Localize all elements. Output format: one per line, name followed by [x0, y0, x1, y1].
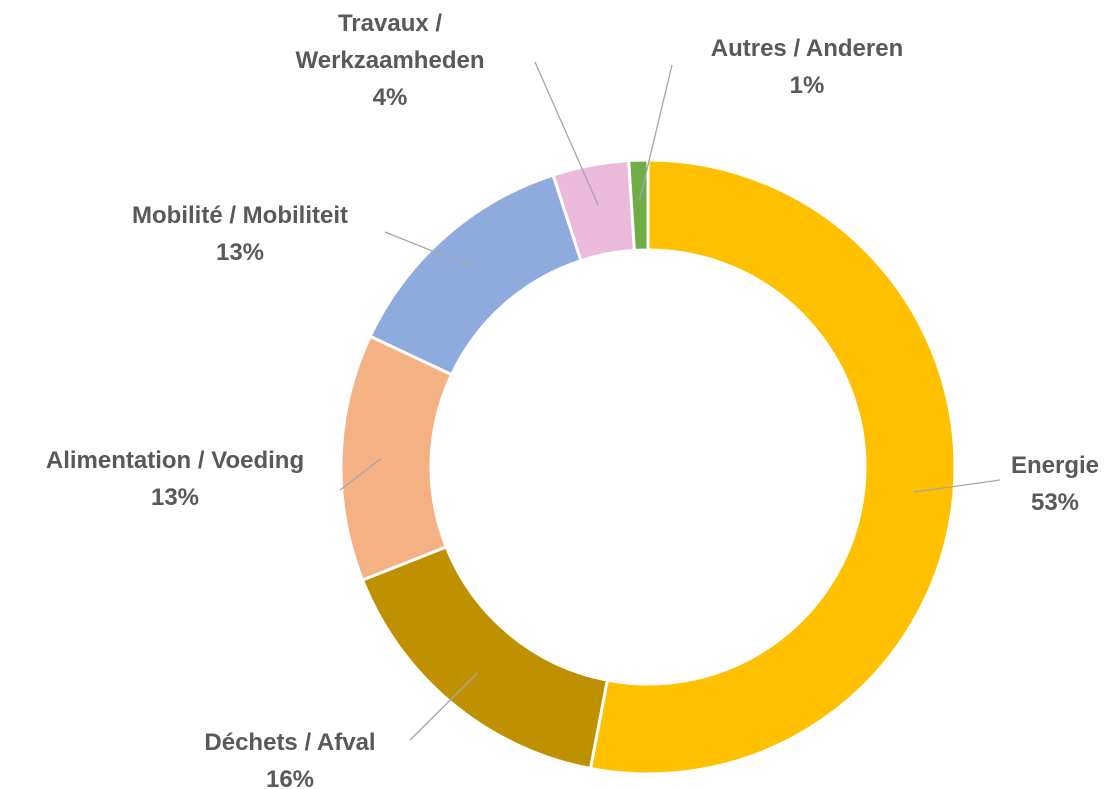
leader-line — [409, 672, 479, 741]
category-label: Déchets / Afval — [204, 729, 376, 756]
data-label: Alimentation / Voeding 13% — [46, 442, 304, 516]
category-label: Mobilité / Mobiliteit — [132, 202, 348, 229]
leader-line — [534, 61, 599, 205]
data-label: Travaux / Werkzaamheden 4% — [290, 5, 490, 116]
donut-segment — [339, 334, 454, 582]
leader-line — [638, 64, 673, 201]
value-label: 4% — [372, 84, 408, 111]
value-label: 16% — [265, 766, 315, 789]
category-label: Travaux / Werkzaamheden — [295, 10, 485, 74]
leader-line — [339, 458, 382, 491]
data-label: Mobilité / Mobiliteit 13% — [132, 197, 348, 271]
donut-segment — [360, 544, 610, 771]
value-label: 1% — [789, 72, 825, 99]
value-label: 13% — [150, 484, 200, 511]
donut-segment — [368, 173, 583, 377]
value-label: 53% — [1030, 489, 1080, 516]
leader-line — [384, 231, 472, 268]
category-label: Autres / Anderen — [710, 35, 904, 62]
value-label: 13% — [215, 239, 265, 266]
donut-segment — [588, 158, 957, 776]
category-label: Energie — [1010, 452, 1100, 479]
leader-line — [913, 479, 1001, 493]
data-label: Autres / Anderen 1% — [711, 30, 903, 104]
data-label: Energie 53% — [1011, 447, 1099, 521]
category-label: Alimentation / Voeding — [45, 447, 305, 474]
data-label: Déchets / Afval 16% — [204, 724, 375, 789]
